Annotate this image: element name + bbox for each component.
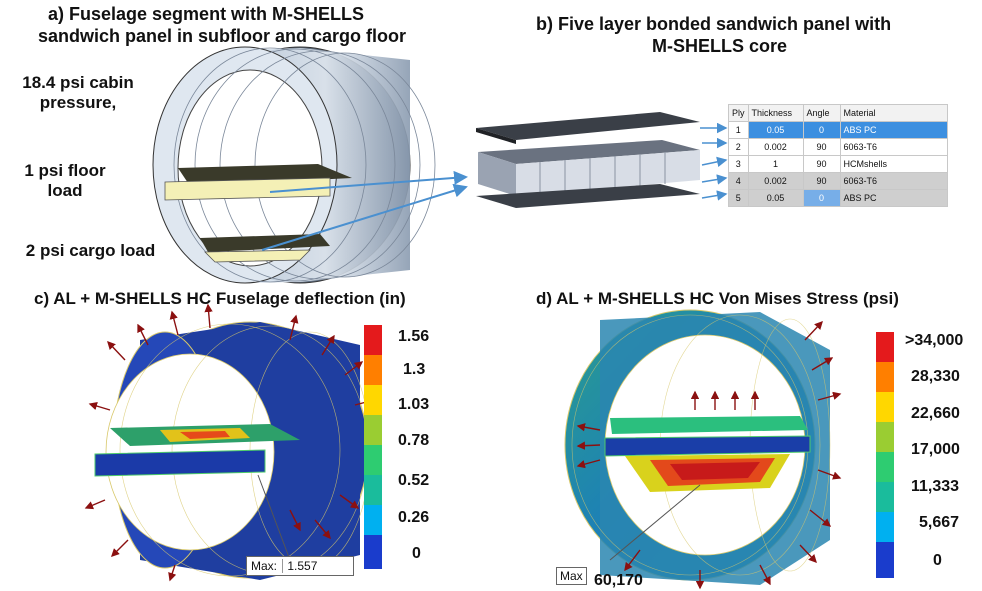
legend-c-value: 0.26 <box>398 509 430 526</box>
legend-d-value: 22,660 <box>911 405 960 422</box>
max-label-d: Max <box>560 569 583 583</box>
max-readout-c: Max: 1.557 <box>246 556 354 576</box>
legend-d-value: 11,333 <box>911 478 960 495</box>
panel-c-title: c) AL + M-SHELLS HC Fuselage deflection … <box>34 289 406 308</box>
cell-thickness: 0.05 <box>747 189 804 207</box>
label-floor-load-line1: 1 psi floor <box>24 161 106 180</box>
table-row[interactable]: 4 0.002 90 6063-T6 <box>728 172 948 190</box>
cell-thickness: 1 <box>747 155 804 173</box>
legend-d-value: 5,667 <box>919 514 960 531</box>
pointer-arrows <box>261 170 468 251</box>
cell-thickness: 0.002 <box>747 172 804 190</box>
legend-d-value: 28,330 <box>911 368 960 385</box>
legend-c-value: 1.56 <box>398 328 430 345</box>
panel-b-title-line1: b) Five layer bonded sandwich panel with <box>536 14 892 34</box>
legend-d-value: >34,000 <box>905 332 964 349</box>
label-cargo-load: 2 psi cargo load <box>25 241 156 260</box>
cell-ply: 4 <box>728 172 749 190</box>
legend-c-value: 0 <box>412 545 421 562</box>
cell-angle: 90 <box>802 138 841 156</box>
load-arrows-d <box>576 320 842 590</box>
max-value-c: 1.557 <box>282 559 318 573</box>
table-row[interactable]: 3 1 90 HCMshells <box>728 155 948 173</box>
max-leader-d <box>609 484 701 561</box>
cell-angle: 90 <box>802 172 841 190</box>
header-angle: Angle <box>802 104 841 122</box>
legend-c-value: 1.3 <box>403 361 426 378</box>
panel-a-title-line2: sandwich panel in subfloor and cargo flo… <box>38 26 407 46</box>
table-row[interactable]: 5 0.05 0 ABS PC <box>728 189 948 207</box>
cell-ply: 2 <box>728 138 749 156</box>
panel-d-title: d) AL + M-SHELLS HC Von Mises Stress (ps… <box>536 289 899 308</box>
cell-thickness: 0.05 <box>747 121 804 139</box>
cell-material: ABS PC <box>839 189 948 207</box>
ply-table: Ply Thickness Angle Material 1 0.05 0 AB… <box>728 104 948 207</box>
cell-ply: 5 <box>728 189 749 207</box>
header-ply: Ply <box>728 104 749 122</box>
sandwich-panel-illustration <box>476 112 700 208</box>
header-thickness: Thickness <box>747 104 804 122</box>
stress-contour-plot <box>564 309 831 585</box>
label-cabin-pressure-line1: 18.4 psi cabin <box>22 73 134 92</box>
ply-pointer-arrows <box>700 122 728 201</box>
cell-material: 6063-T6 <box>839 138 948 156</box>
table-row[interactable]: 1 0.05 0 ABS PC <box>728 121 948 139</box>
legend-c-value: 0.52 <box>398 472 430 489</box>
max-label-c: Max: <box>251 559 278 573</box>
label-cabin-pressure-line2: pressure, <box>39 93 117 112</box>
legend-d-value: 17,000 <box>911 441 960 458</box>
cell-ply: 3 <box>728 155 749 173</box>
cell-ply: 1 <box>728 121 749 139</box>
legend-c-value: 1.03 <box>398 396 430 413</box>
load-arrows-c <box>84 303 376 582</box>
color-scale-d <box>876 332 894 578</box>
max-readout-d: Max <box>556 567 587 585</box>
cell-angle: 0 <box>802 121 841 139</box>
ply-table-header: Ply Thickness Angle Material <box>728 104 948 122</box>
legend-c-value: 0.78 <box>398 432 430 449</box>
panel-b-title-line2: M-SHELLS core <box>652 36 788 56</box>
color-scale-c <box>364 325 382 569</box>
header-material: Material <box>839 104 948 122</box>
label-floor-load-line2: load <box>47 181 83 200</box>
panel-a-title-line1: a) Fuselage segment with M-SHELLS <box>48 4 365 24</box>
max-leader-c <box>257 474 291 561</box>
fuselage-segment-illustration <box>152 46 436 284</box>
cell-thickness: 0.002 <box>747 138 804 156</box>
deflection-contour-plot <box>94 321 371 580</box>
max-value-d: 60,170 <box>594 572 643 589</box>
table-row[interactable]: 2 0.002 90 6063-T6 <box>728 138 948 156</box>
cell-material: ABS PC <box>839 121 948 139</box>
cell-material: 6063-T6 <box>839 172 948 190</box>
legend-d-value: 0 <box>933 552 942 569</box>
cell-material: HCMshells <box>839 155 948 173</box>
cell-angle: 0 <box>802 189 841 207</box>
cell-angle: 90 <box>802 155 841 173</box>
